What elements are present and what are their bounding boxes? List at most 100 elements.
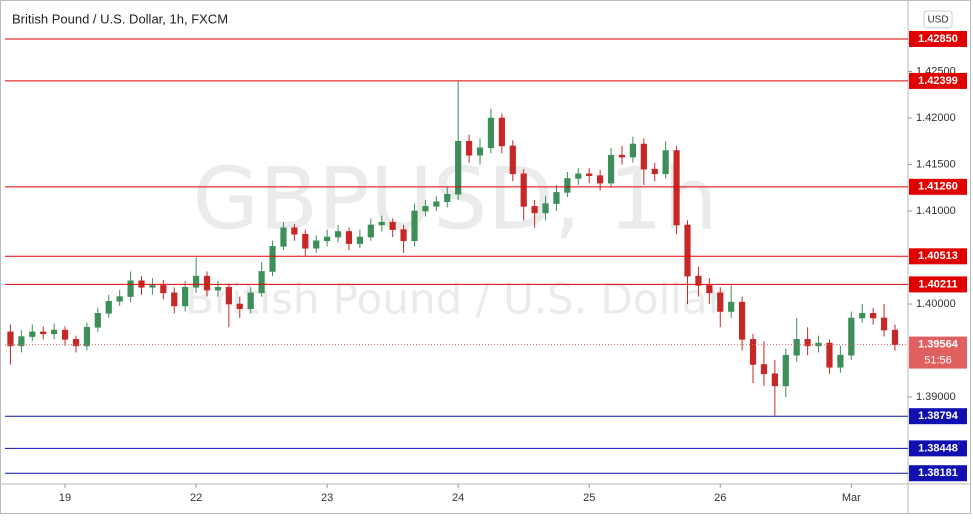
candle-body <box>334 231 342 238</box>
y-tick-label: 1.41000 <box>916 205 956 217</box>
candle-body <box>236 303 243 309</box>
candle-body <box>411 210 418 242</box>
candle-body <box>225 286 232 305</box>
candle-body <box>378 221 385 226</box>
candle-body <box>149 285 156 288</box>
candle-body <box>706 285 713 294</box>
level-label-box <box>909 440 967 457</box>
candle-body <box>171 292 178 307</box>
level-label-box <box>909 408 967 425</box>
candle-body <box>105 300 112 314</box>
candle-body <box>356 236 364 244</box>
candle-body <box>247 292 254 309</box>
candle-body <box>214 286 222 291</box>
candle-body <box>51 329 58 335</box>
candle-body <box>662 150 669 175</box>
candle-body <box>684 224 691 277</box>
candle-body <box>18 336 25 347</box>
candle-body <box>880 317 888 331</box>
candle-body <box>651 168 658 175</box>
candle-body <box>61 329 69 340</box>
candle-body <box>116 296 123 302</box>
candle-body <box>422 206 429 212</box>
candle-body <box>509 145 516 175</box>
candle-body <box>487 117 495 149</box>
candle-body <box>465 140 473 156</box>
current-price-box <box>909 336 967 369</box>
candle-body <box>531 206 538 214</box>
candle-body <box>870 313 877 319</box>
candle-body <box>728 301 735 312</box>
x-tick-label: Mar <box>842 492 861 504</box>
candle-body <box>324 236 331 242</box>
chart-title: British Pound / U.S. Dollar, 1h, FXCM <box>12 11 228 26</box>
level-label: 1.38794 <box>918 410 959 422</box>
candle-body <box>586 173 593 176</box>
candle-body <box>749 339 757 365</box>
candle-body <box>29 331 36 337</box>
candle-body <box>520 173 527 207</box>
x-tick-label: 25 <box>583 492 595 504</box>
x-tick-label: 19 <box>59 492 71 504</box>
candle-body <box>94 313 101 328</box>
candle-body <box>695 275 702 286</box>
y-tick-label: 1.42000 <box>916 112 956 124</box>
candle-body <box>367 224 374 238</box>
candle-body <box>455 140 462 195</box>
y-tick-label: 1.39000 <box>916 391 956 403</box>
candle-body <box>345 231 353 244</box>
level-label-box <box>909 72 967 89</box>
y-tick-label: 1.40000 <box>916 298 956 310</box>
candle-body <box>760 364 768 375</box>
level-label-box <box>909 30 967 47</box>
plot <box>7 80 899 416</box>
candle-body <box>837 354 844 368</box>
candle-body <box>793 339 800 356</box>
level-label-box <box>909 248 967 265</box>
currency-button-label[interactable]: USD <box>927 15 948 26</box>
candle-body <box>7 331 14 347</box>
x-tick-label: 22 <box>190 492 202 504</box>
candle-body <box>564 178 571 193</box>
candle-body <box>891 329 899 345</box>
candle-body <box>400 229 407 242</box>
candle-body <box>717 292 724 312</box>
candle-body <box>476 147 484 156</box>
candle-body <box>673 150 680 226</box>
candle-body <box>629 143 636 158</box>
level-label: 1.38448 <box>918 442 958 454</box>
candle-body <box>597 175 604 184</box>
watermark-name: British Pound / U.S. Dollar <box>185 275 726 324</box>
candle-body <box>782 354 789 387</box>
currency-button[interactable] <box>923 10 953 29</box>
candle-body <box>280 227 287 247</box>
candle-body <box>859 313 866 319</box>
level-label: 1.40211 <box>918 278 957 290</box>
candle-body <box>553 192 560 204</box>
level-label: 1.41260 <box>918 181 958 193</box>
candle-body <box>72 339 80 347</box>
candle-body <box>258 271 265 294</box>
candle-body <box>542 203 549 214</box>
level-label: 1.40513 <box>918 250 958 262</box>
candle-body <box>575 173 582 179</box>
candle-body <box>826 342 833 368</box>
candle-body <box>203 275 211 291</box>
candle-body <box>40 331 47 335</box>
candle-body <box>640 143 647 170</box>
candle-body <box>291 227 298 235</box>
countdown-label: 51:56 <box>924 354 952 366</box>
candle-body <box>444 193 451 203</box>
candle-body <box>313 240 320 249</box>
candle-body <box>848 317 855 356</box>
candle-body <box>433 201 440 207</box>
watermark-symbol: GBPUSD, 1h <box>192 149 717 249</box>
x-tick-label: 26 <box>714 492 726 504</box>
candle-body <box>804 339 811 347</box>
level-label-box <box>909 465 967 482</box>
candle-body <box>302 233 309 249</box>
candle-body <box>127 280 134 297</box>
